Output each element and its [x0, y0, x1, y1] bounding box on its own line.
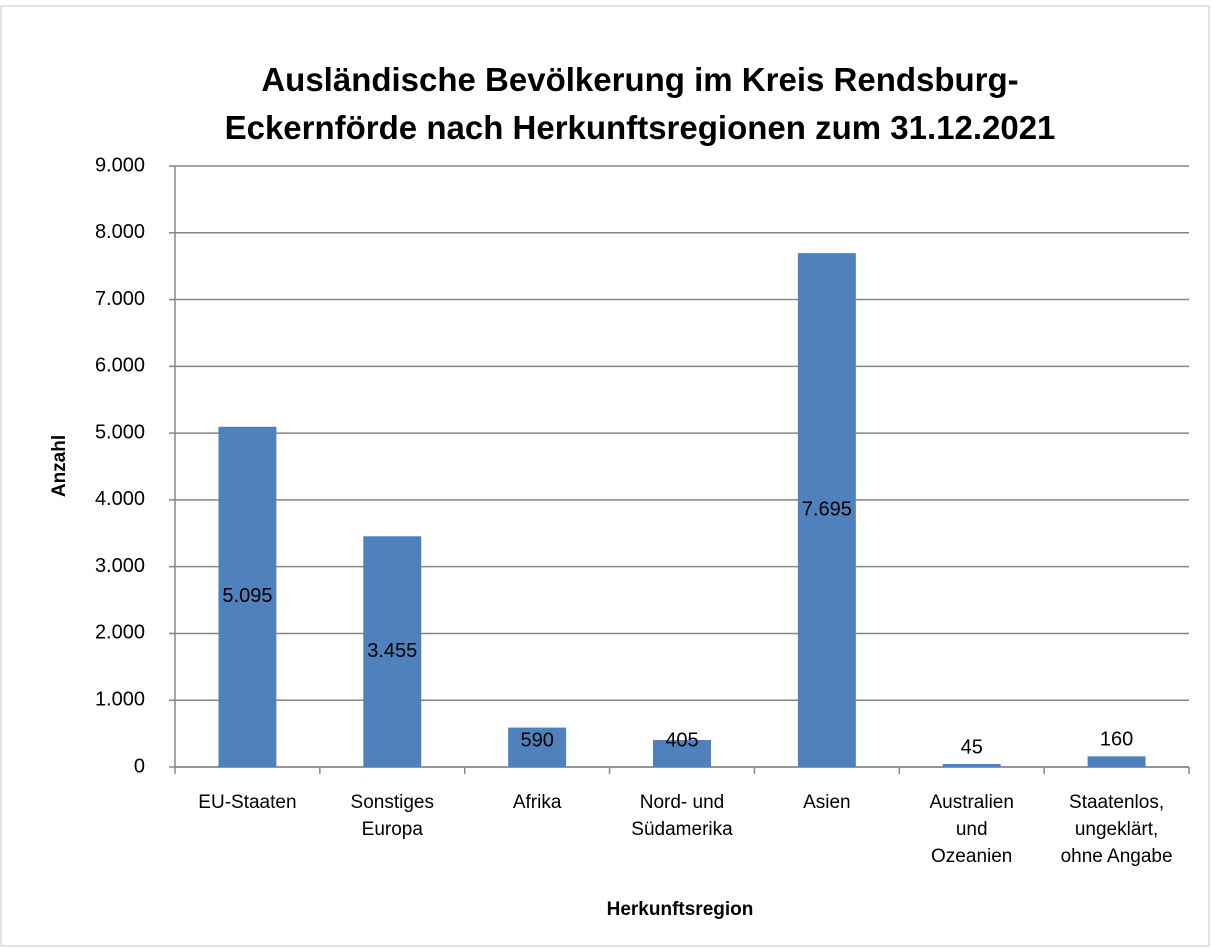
text-line: Australien [929, 792, 1014, 813]
bar [508, 727, 567, 767]
x-tick-label: Nord- und Südamerika [631, 792, 733, 840]
y-tick-label: 6.000 [95, 355, 145, 377]
chart-frame [0, 5, 1210, 947]
y-tick-label: 3.000 [95, 555, 145, 577]
y-tick-label: 2.000 [95, 622, 145, 644]
bar [942, 763, 1001, 767]
text-line: Eckernförde nach Herkunftsregionen zum 3… [225, 109, 1056, 146]
x-tick-label: Afrika [513, 792, 562, 813]
x-tick-label: Staatenlos, ungeklärt, ohne Angabe [1061, 792, 1173, 867]
x-tick-label: Asien [803, 792, 851, 813]
text-line: ungeklärt, [1075, 819, 1158, 840]
value-label: 7.695 [802, 498, 852, 520]
text-line: Südamerika [631, 819, 733, 840]
value-label: 5.095 [222, 585, 272, 607]
y-tick-label: 8.000 [95, 221, 145, 243]
bar [1087, 756, 1146, 767]
value-label: 590 [520, 729, 553, 751]
value-label: 160 [1100, 729, 1133, 751]
y-tick-label: 7.000 [95, 288, 145, 310]
text-line: Ozeanien [931, 846, 1012, 867]
bar [218, 426, 277, 767]
y-tick-label: 0 [134, 755, 145, 777]
value-label: 3.455 [367, 640, 417, 662]
text-line: Sonstiges [351, 792, 434, 813]
bar [363, 536, 422, 767]
value-label: 45 [961, 736, 983, 758]
bar [653, 739, 711, 767]
text-line: Staatenlos, [1069, 792, 1164, 813]
text-line: Ausländische Bevölkerung im Kreis Rendsb… [261, 61, 1018, 98]
x-tick-label: Australien und Ozeanien [929, 792, 1014, 867]
y-tick-label: 5.000 [95, 421, 145, 443]
text-line: und [956, 819, 988, 840]
y-axis-label: Anzahl [49, 435, 70, 497]
chart-title: Ausländische Bevölkerung im Kreis Rendsb… [225, 61, 1056, 146]
text-line: Nord- und [640, 792, 725, 813]
x-tick-label: Sonstiges Europa [351, 792, 434, 840]
y-tick-label: 9.000 [95, 154, 145, 176]
text-line: Europa [362, 819, 424, 840]
text-line: ohne Angabe [1061, 846, 1173, 867]
y-tick-label: 4.000 [95, 488, 145, 510]
value-label: 405 [665, 729, 698, 751]
x-axis-label: Herkunftsregion [607, 899, 754, 920]
bar [797, 253, 856, 767]
x-tick-label: EU-Staaten [198, 792, 296, 813]
y-tick-label: 1.000 [95, 689, 145, 711]
